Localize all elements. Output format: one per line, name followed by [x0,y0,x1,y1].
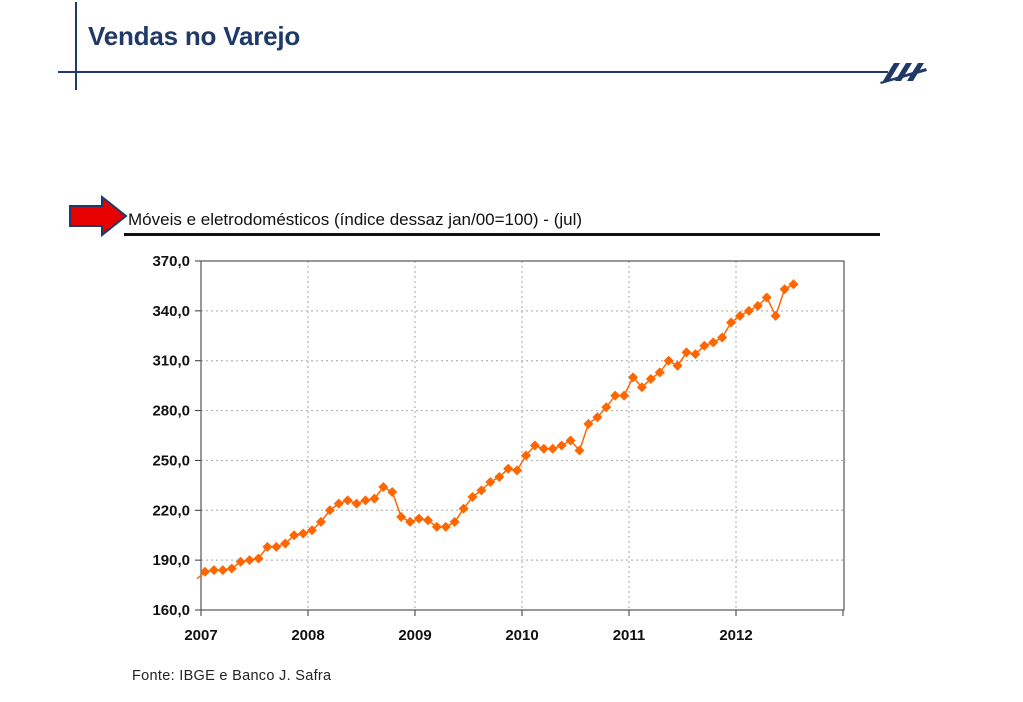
data-point [369,493,380,504]
data-point [235,556,246,567]
data-point [601,402,612,413]
data-point [449,516,460,527]
data-point [708,337,719,348]
data-point [645,373,656,384]
data-point [628,372,638,383]
data-point [735,310,745,321]
data-point [200,566,210,577]
y-tick-label: 160,0 [152,602,190,619]
x-tick-label: 2010 [505,627,538,644]
x-tick-label: 2007 [184,627,217,644]
data-point [360,495,371,506]
data-point [342,495,353,506]
data-point [610,390,621,401]
data-point [529,440,540,451]
data-point [690,349,701,360]
chart-title: Móveis e eletrodomésticos (índice dessaz… [128,210,583,229]
data-point [378,482,389,493]
data-point [494,472,505,483]
data-point [289,530,300,541]
data-point [271,541,282,552]
y-tick-label: 280,0 [152,403,190,420]
data-point [726,317,737,328]
data-point [619,390,630,401]
plot-frame [200,260,845,611]
y-tick-label: 340,0 [152,303,190,320]
data-point [743,305,754,316]
y-tick-label: 190,0 [152,552,190,569]
data-point [556,440,567,451]
data-point [208,565,219,576]
data-point [752,300,763,311]
y-tick-label: 310,0 [152,353,190,370]
data-point [351,498,362,509]
data-point [307,525,317,536]
data-point [476,485,487,496]
data-point [512,465,523,476]
data-point [333,498,344,509]
stripes-logo-icon [880,63,927,84]
data-point [538,443,549,454]
data-point [574,445,585,456]
data-point [298,528,309,539]
data-point [654,367,665,378]
data-point [521,450,531,461]
data-point [761,292,772,303]
data-point [253,553,264,564]
x-tick-label: 2012 [719,627,752,644]
data-point [431,521,442,532]
data-point [467,491,478,502]
data-point [583,418,594,429]
data-point [485,477,496,488]
x-tick-label: 2009 [398,627,431,644]
header-vertical-rule [75,2,77,90]
series-line [196,283,794,580]
data-point [503,463,514,474]
data-point [396,511,407,522]
chart-title-underline [124,233,880,236]
data-point [422,515,433,526]
data-point [324,505,335,516]
data-point [262,541,273,552]
y-tick-label: 250,0 [152,452,190,469]
data-point [636,382,647,393]
page-title: Vendas no Varejo [88,21,301,51]
data-point [592,412,603,423]
data-point [280,538,291,549]
x-tick-label: 2011 [613,627,646,644]
data-point [315,516,326,527]
data-point [458,503,469,514]
data-point [226,563,237,574]
data-point [717,332,728,343]
line-chart: 370,0 340,0 310,0 280,0 250,0 220,0 190,0 160,0… [152,253,845,644]
data-point [565,435,576,446]
data-point [681,347,692,358]
y-tick-label: 220,0 [152,502,190,519]
header-horizontal-rule [58,71,888,73]
data-point [672,360,683,371]
data-point [244,555,255,566]
x-tick-label: 2008 [291,627,324,644]
data-point [405,516,416,527]
data-point [699,340,710,351]
data-point [387,487,398,498]
data-point [663,355,674,366]
data-point [779,284,790,295]
data-point [217,565,228,576]
data-point [440,521,451,532]
data-point [770,310,781,321]
y-tick-label: 370,0 [152,253,190,270]
right-arrow-icon [69,195,128,238]
data-point [547,443,558,454]
source-note: Fonte: IBGE e Banco J. Safra [132,668,332,684]
data-point [414,513,424,524]
data-point [788,279,799,290]
